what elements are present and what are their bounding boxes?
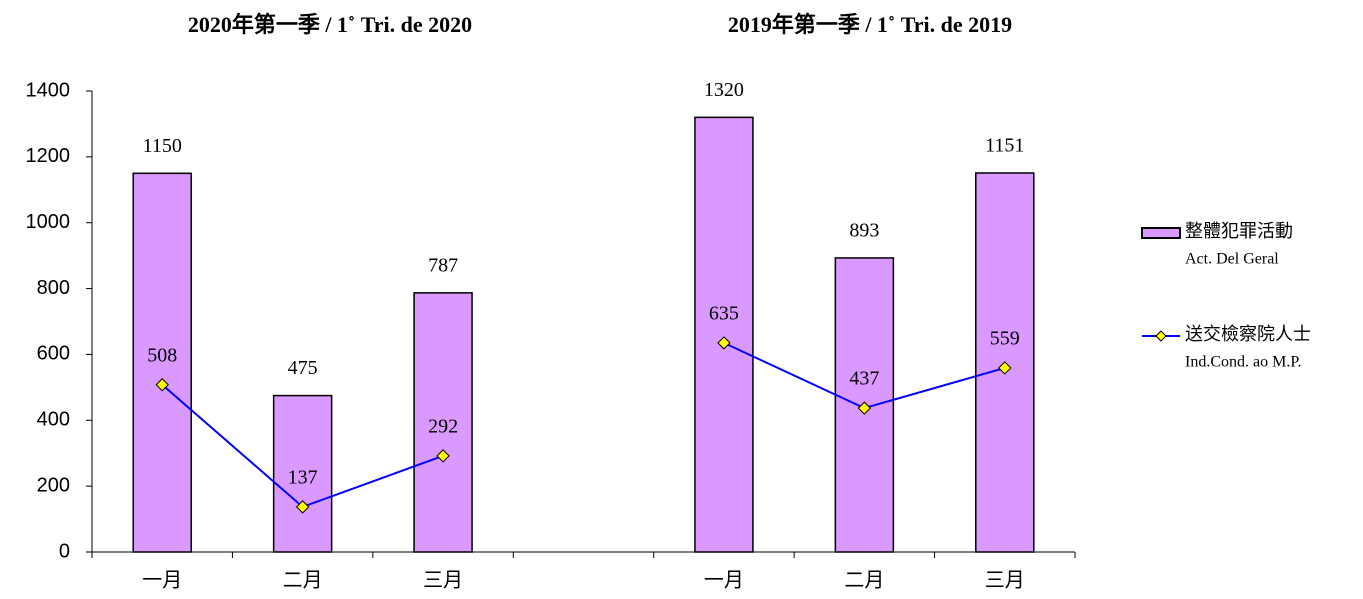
x-tick-label: 一月 — [142, 570, 182, 592]
bar-value-label: 1320 — [704, 79, 744, 101]
line-marker — [857, 401, 872, 415]
group-title: 2019年第一季 / 1˚ Tri. de 2019 — [728, 12, 1012, 37]
group-title: 2020年第一季 / 1˚ Tri. de 2020 — [188, 12, 472, 37]
bar-value-label: 1150 — [143, 135, 182, 157]
y-tick-label: 800 — [37, 277, 70, 299]
y-tick-label: 1400 — [26, 79, 71, 101]
x-tick-label: 三月 — [423, 570, 463, 592]
legend-label: 整體犯罪活動 — [1185, 221, 1293, 241]
bar-value-label: 1151 — [985, 135, 1024, 157]
bar-value-label: 893 — [849, 220, 879, 242]
bar-value-label: 787 — [428, 254, 458, 276]
line-marker — [436, 449, 450, 463]
line-marker — [717, 336, 731, 350]
bar — [694, 116, 754, 553]
y-tick-label: 1200 — [26, 145, 71, 167]
bar-value-label: 475 — [288, 357, 318, 379]
line-value-label: 437 — [849, 368, 879, 390]
bar — [413, 292, 473, 553]
x-tick-label: 二月 — [844, 570, 884, 592]
bar — [132, 172, 192, 553]
legend-swatch — [1141, 227, 1181, 239]
x-tick-label: 二月 — [283, 570, 323, 592]
legend-label: Ind.Cond. ao M.P. — [1185, 354, 1301, 371]
legend-label: 送交檢察院人士 — [1185, 324, 1311, 344]
line-value-label: 292 — [428, 415, 458, 437]
y-tick-label: 1000 — [26, 211, 71, 233]
y-tick-label: 400 — [37, 409, 70, 431]
y-tick-label: 600 — [37, 343, 70, 365]
y-tick-label: 200 — [37, 474, 70, 496]
legend-marker — [1155, 330, 1167, 342]
y-tick-label: 0 — [59, 540, 70, 562]
line-value-label: 559 — [990, 328, 1020, 350]
bar — [272, 394, 333, 553]
line-value-label: 137 — [288, 466, 318, 488]
legend-label: Act. Del Geral — [1185, 251, 1279, 268]
x-tick-label: 三月 — [985, 570, 1025, 592]
line-value-label: 508 — [147, 344, 177, 366]
x-tick-label: 一月 — [704, 570, 744, 592]
line-marker — [295, 500, 310, 514]
line-value-label: 635 — [709, 302, 739, 324]
line-marker — [155, 378, 169, 392]
line-marker — [998, 361, 1012, 375]
